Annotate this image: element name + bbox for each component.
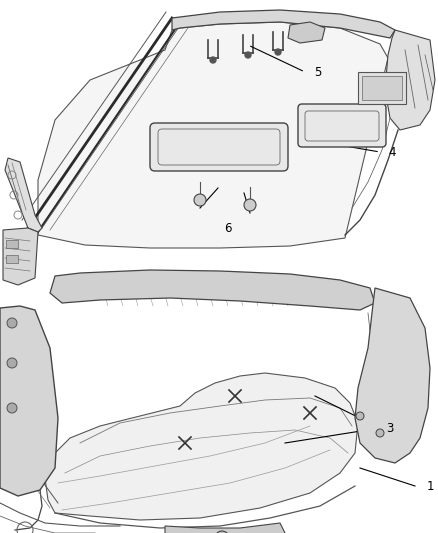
Circle shape xyxy=(7,318,17,328)
FancyBboxPatch shape xyxy=(150,123,288,171)
Text: 3: 3 xyxy=(386,422,394,434)
Circle shape xyxy=(376,429,384,437)
Polygon shape xyxy=(288,22,325,43)
Text: 1: 1 xyxy=(426,480,434,492)
Bar xyxy=(6,255,18,263)
Polygon shape xyxy=(0,306,58,496)
Polygon shape xyxy=(355,288,430,463)
Circle shape xyxy=(210,57,216,63)
Circle shape xyxy=(194,194,206,206)
Polygon shape xyxy=(172,10,395,38)
Text: 5: 5 xyxy=(314,66,321,78)
Circle shape xyxy=(356,412,364,420)
FancyBboxPatch shape xyxy=(298,104,386,147)
Bar xyxy=(358,72,406,104)
Polygon shape xyxy=(38,22,388,248)
Polygon shape xyxy=(50,270,375,310)
Circle shape xyxy=(275,49,281,55)
Circle shape xyxy=(215,531,229,533)
Bar xyxy=(6,240,18,248)
Circle shape xyxy=(245,52,251,58)
Polygon shape xyxy=(45,373,358,520)
Text: 4: 4 xyxy=(388,146,396,158)
Circle shape xyxy=(7,358,17,368)
Circle shape xyxy=(7,403,17,413)
Bar xyxy=(362,76,402,100)
Polygon shape xyxy=(5,158,42,232)
Text: 6: 6 xyxy=(224,222,232,235)
Polygon shape xyxy=(385,30,435,130)
Polygon shape xyxy=(3,228,38,285)
Circle shape xyxy=(244,199,256,211)
Polygon shape xyxy=(165,523,285,533)
